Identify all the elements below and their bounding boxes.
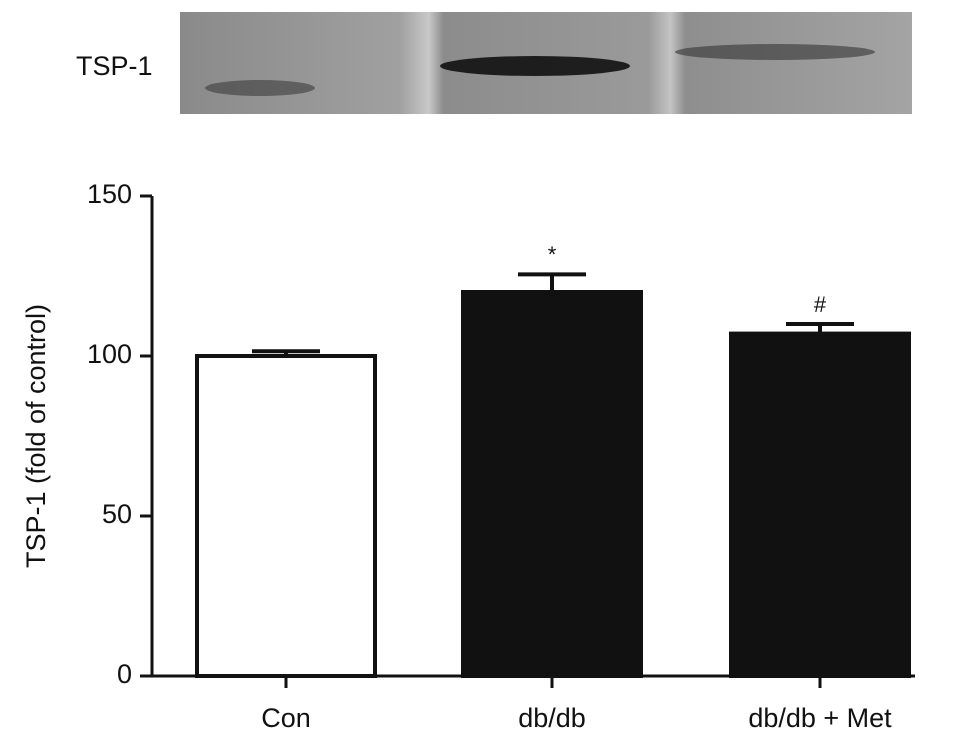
y-tick-label: 150	[87, 179, 132, 209]
y-tick-label: 50	[102, 499, 132, 529]
bar	[195, 354, 377, 678]
bar	[729, 331, 911, 678]
y-tick-label: 0	[117, 659, 132, 689]
western-blot	[180, 12, 912, 114]
x-tick-label: db/db	[518, 703, 586, 733]
blot-band	[440, 56, 630, 76]
significance-mark: *	[548, 242, 557, 267]
x-tick-label: db/db + Met	[748, 703, 892, 733]
blot-label: TSP-1	[76, 51, 153, 81]
significance-mark: #	[814, 292, 827, 317]
bar	[461, 290, 643, 678]
y-tick-label: 100	[87, 339, 132, 369]
x-tick-label: Con	[261, 703, 311, 733]
y-axis-label: TSP-1 (fold of control)	[21, 304, 51, 568]
blot-band	[675, 44, 875, 60]
blot-band	[205, 80, 315, 96]
